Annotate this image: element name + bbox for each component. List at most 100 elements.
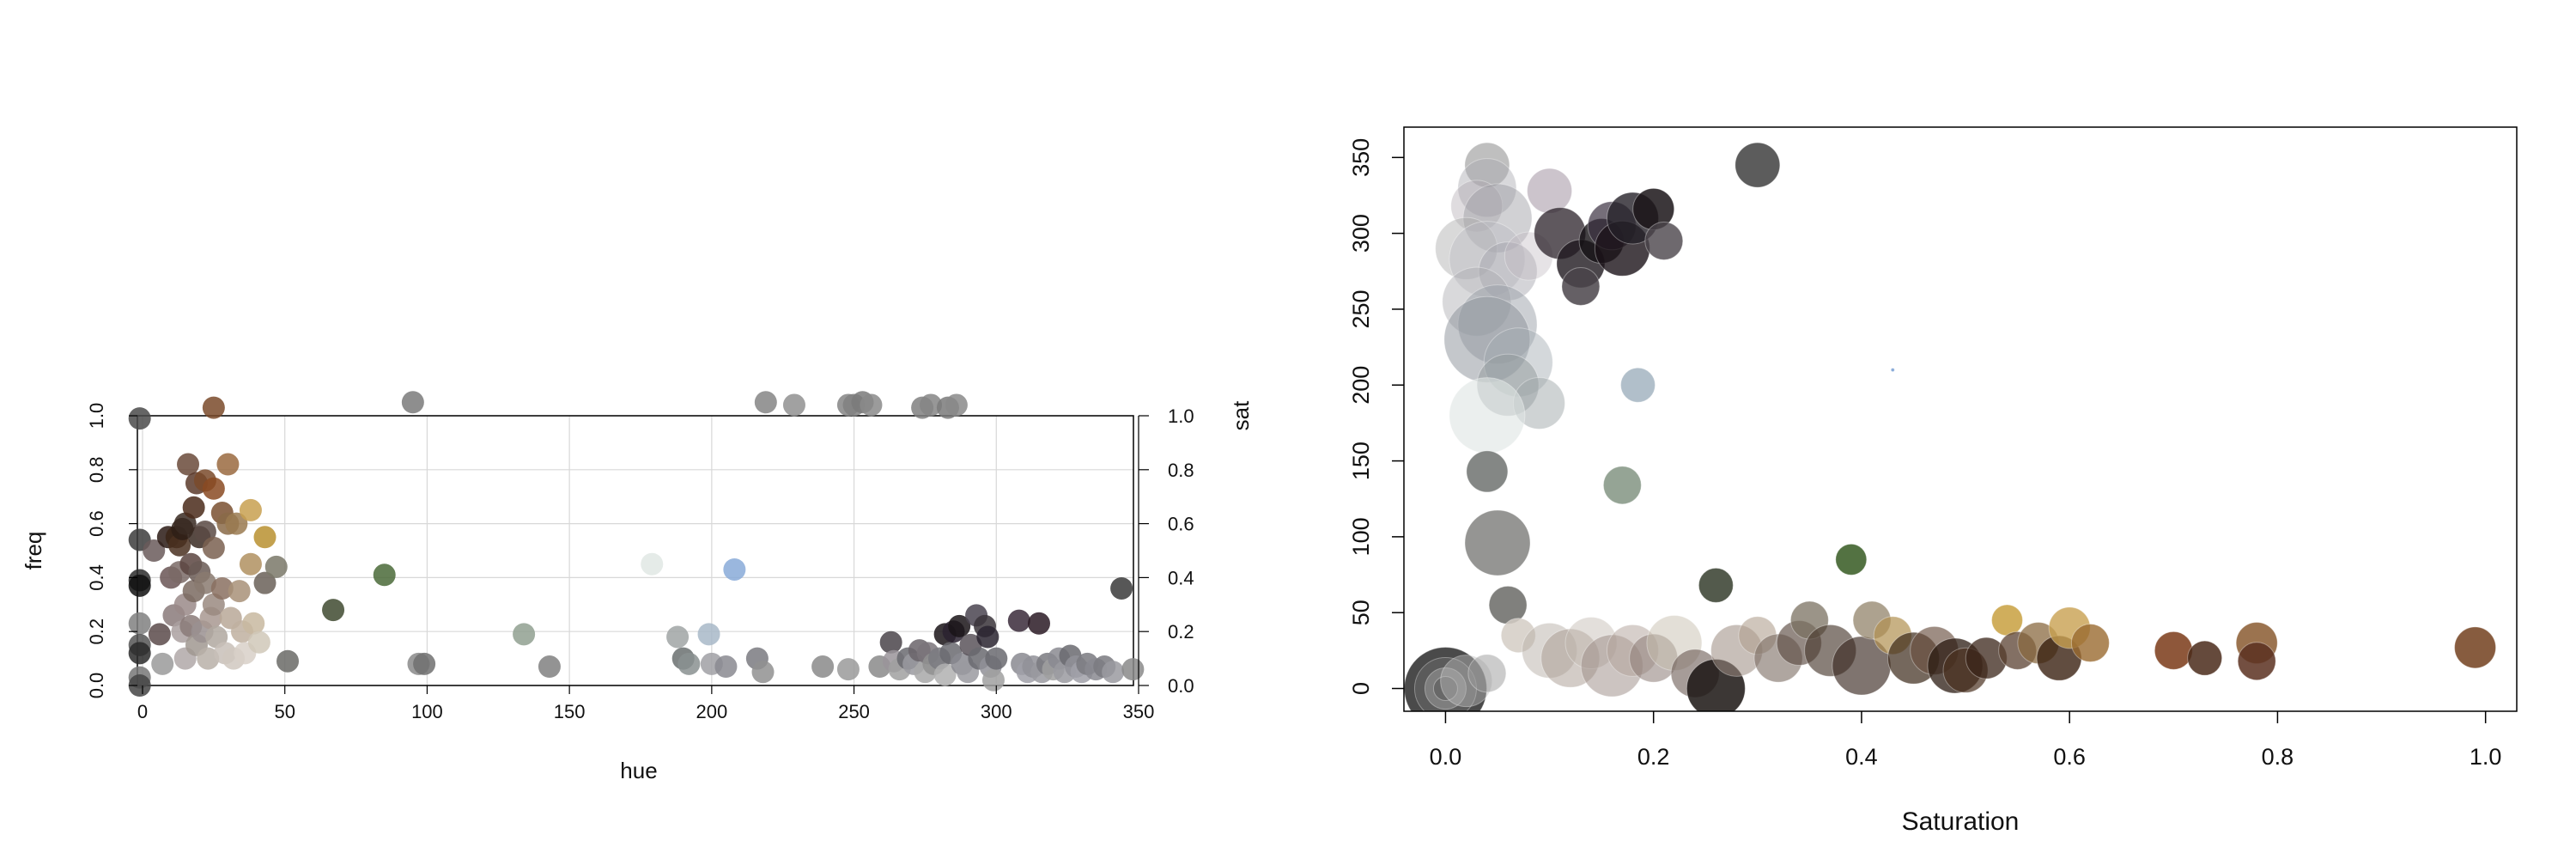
hue-point xyxy=(128,674,151,697)
saturation-bubble xyxy=(1449,377,1526,454)
y2-tick-label: 0.2 xyxy=(1168,621,1194,643)
hue-point xyxy=(981,668,1005,691)
saturation-bubble xyxy=(1466,450,1509,493)
hue-point xyxy=(945,393,968,417)
hue-point xyxy=(985,647,1008,670)
x-tick-label: 100 xyxy=(411,701,443,722)
hue-point xyxy=(513,623,536,646)
hue-point xyxy=(677,652,701,675)
y-tick-label: 0.2 xyxy=(86,618,107,645)
hue-point xyxy=(143,539,166,562)
saturation-bubbles xyxy=(1404,142,2497,711)
x-tick-label: 150 xyxy=(554,701,586,722)
y-tick-label: 0.6 xyxy=(86,510,107,537)
hue-point xyxy=(197,647,220,670)
x-axis-title: hue xyxy=(620,758,657,783)
saturation-bubble xyxy=(2187,640,2223,676)
x-tick-label: 50 xyxy=(274,701,295,722)
hue-point xyxy=(148,623,171,646)
y-tick-label-right: 250 xyxy=(1348,289,1374,328)
hue-point xyxy=(860,393,883,417)
x-tick-label-right: 0.2 xyxy=(1637,744,1670,770)
x-tick-label: 350 xyxy=(1123,701,1155,722)
saturation-bubble xyxy=(1435,216,1498,280)
x-axis-ticks-right: 0.0 0.2 0.4 0.6 0.8 1.0 xyxy=(1430,711,2502,770)
hue-point xyxy=(373,564,396,587)
hue-point xyxy=(697,623,720,646)
hue-point xyxy=(247,631,270,654)
hue-point xyxy=(666,625,690,649)
hue-point xyxy=(202,396,225,419)
hue-point xyxy=(128,642,151,665)
hue-point xyxy=(239,552,262,576)
hue-point xyxy=(322,599,345,622)
y-tick-label-right: 300 xyxy=(1348,214,1374,253)
saturation-bubble xyxy=(1644,221,1684,260)
y2-tick-label: 0.8 xyxy=(1168,460,1194,481)
x-axis-title-right: Saturation xyxy=(1902,807,2020,836)
hue-point xyxy=(225,512,248,535)
hue-point xyxy=(1102,661,1125,684)
y-tick-label-right: 50 xyxy=(1348,600,1374,625)
y-tick-label: 1.0 xyxy=(86,403,107,430)
hue-point xyxy=(538,655,561,679)
x-axis-ticks: 0 50 100 150 200 250 300 350 xyxy=(137,685,1154,722)
saturation-bubble xyxy=(1467,654,1507,693)
hue-point xyxy=(836,658,860,681)
hue-point xyxy=(193,571,216,594)
saturation-bubble xyxy=(1464,509,1531,576)
hue-point xyxy=(210,576,234,600)
hue-point xyxy=(754,391,777,414)
saturation-bubble xyxy=(1450,180,1504,233)
hue-point xyxy=(128,574,151,597)
hue-point xyxy=(276,649,300,673)
x-tick-label-right: 1.0 xyxy=(2470,744,2502,770)
saturation-bubble xyxy=(1890,368,1895,373)
y-tick-label-right: 0 xyxy=(1348,682,1374,695)
hue-point xyxy=(1007,609,1030,632)
hue-point xyxy=(202,536,225,559)
hue-point xyxy=(976,625,999,649)
hue-point xyxy=(1110,576,1133,600)
hue-point xyxy=(879,631,902,654)
y-axis-title: freq xyxy=(21,532,46,570)
saturation-bubble xyxy=(1464,142,1510,188)
hue-point xyxy=(714,655,738,679)
x-tick-label: 0 xyxy=(137,701,148,722)
hue-point xyxy=(401,391,424,414)
secondary-y-axis-ticks: 0.0 0.2 0.4 0.6 0.8 1.0 xyxy=(1138,405,1194,697)
y-tick-label-right: 150 xyxy=(1348,442,1374,480)
y-tick-label: 0.0 xyxy=(86,673,107,699)
hue-point xyxy=(1121,658,1145,681)
hue-point xyxy=(239,498,262,521)
saturation-bubble xyxy=(2237,642,2276,681)
saturation-bubble xyxy=(2070,624,2110,663)
hue-point xyxy=(253,526,276,549)
hue-point xyxy=(413,652,436,675)
x-tick-label-right: 0.0 xyxy=(1430,744,1462,770)
hue-frequency-chart: 0 50 100 150 200 250 300 350 0.0 0.2 0.4 0.6 0.8 1.0… xyxy=(21,391,1254,783)
hue-point xyxy=(177,453,200,476)
hue-point xyxy=(782,393,805,417)
saturation-bubble xyxy=(1432,676,1458,702)
x-tick-label-right: 0.6 xyxy=(2053,744,2086,770)
y2-tick-label: 0.6 xyxy=(1168,514,1194,535)
hue-point xyxy=(1028,612,1050,635)
x-tick-label: 200 xyxy=(696,701,727,722)
saturation-bubble xyxy=(2154,631,2193,670)
hue-point xyxy=(933,663,957,686)
secondary-y-axis-title: sat xyxy=(1228,400,1254,430)
hue-point xyxy=(151,652,174,675)
hue-point xyxy=(723,557,746,581)
x-tick-label-right: 0.4 xyxy=(1845,744,1878,770)
hue-point xyxy=(182,496,205,519)
plot-frame-right xyxy=(1403,126,2518,712)
y2-tick-label: 0.0 xyxy=(1168,675,1194,697)
y-axis-ticks: 0.0 0.2 0.4 0.6 0.8 1.0 xyxy=(86,403,137,699)
hue-point xyxy=(202,477,225,500)
hue-point xyxy=(920,393,943,417)
saturation-bubble xyxy=(1457,158,1517,218)
x-tick-label-right: 0.8 xyxy=(2262,744,2294,770)
hue-point xyxy=(641,552,664,576)
